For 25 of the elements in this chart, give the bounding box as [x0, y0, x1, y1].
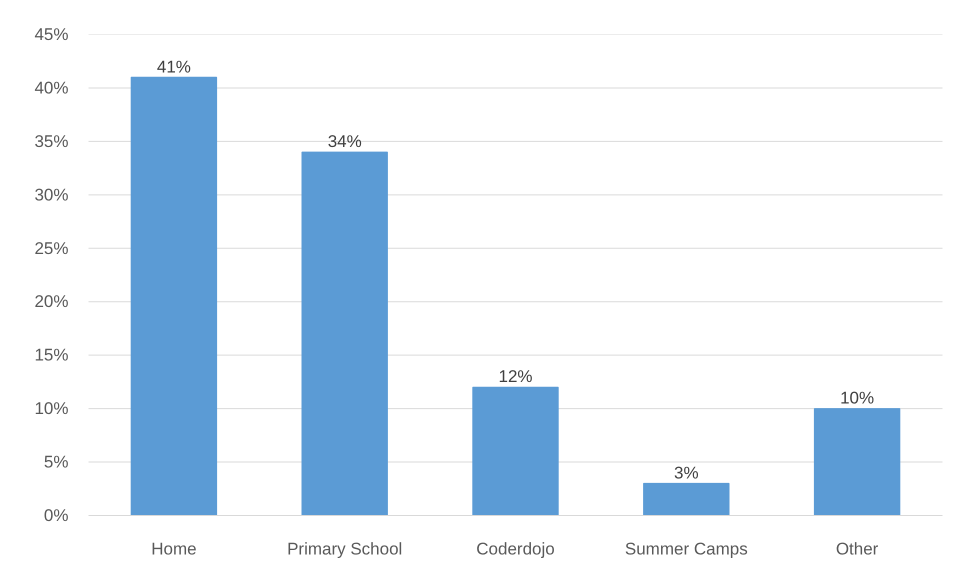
x-tick-label: Other [836, 540, 879, 558]
bar [130, 76, 218, 516]
y-tick-label: 35% [34, 132, 69, 151]
y-tick-label: 25% [34, 238, 69, 258]
data-label: 10% [840, 388, 874, 408]
data-label: 3% [674, 463, 699, 482]
bar [814, 408, 900, 516]
y-tick-label: 5% [44, 452, 69, 472]
y-tick-label: 20% [34, 292, 69, 312]
bar [643, 482, 730, 516]
bar [302, 152, 388, 516]
data-label: 41% [156, 57, 191, 76]
y-tick-label: 15% [34, 346, 69, 365]
x-tick-label: Primary School [287, 540, 402, 558]
x-tick-label: Summer Camps [624, 540, 748, 558]
data-label: 12% [498, 367, 533, 386]
y-tick-label: 30% [34, 185, 69, 204]
y-tick-label: 0% [44, 506, 69, 525]
x-tick-label: Home [151, 540, 197, 558]
data-label: 34% [328, 132, 362, 152]
bar [472, 386, 559, 516]
y-tick-label: 40% [34, 78, 69, 98]
y-tick-label: 10% [34, 399, 69, 418]
y-tick-label: 45% [34, 25, 69, 44]
x-tick-label: Coderdojo [476, 540, 555, 558]
